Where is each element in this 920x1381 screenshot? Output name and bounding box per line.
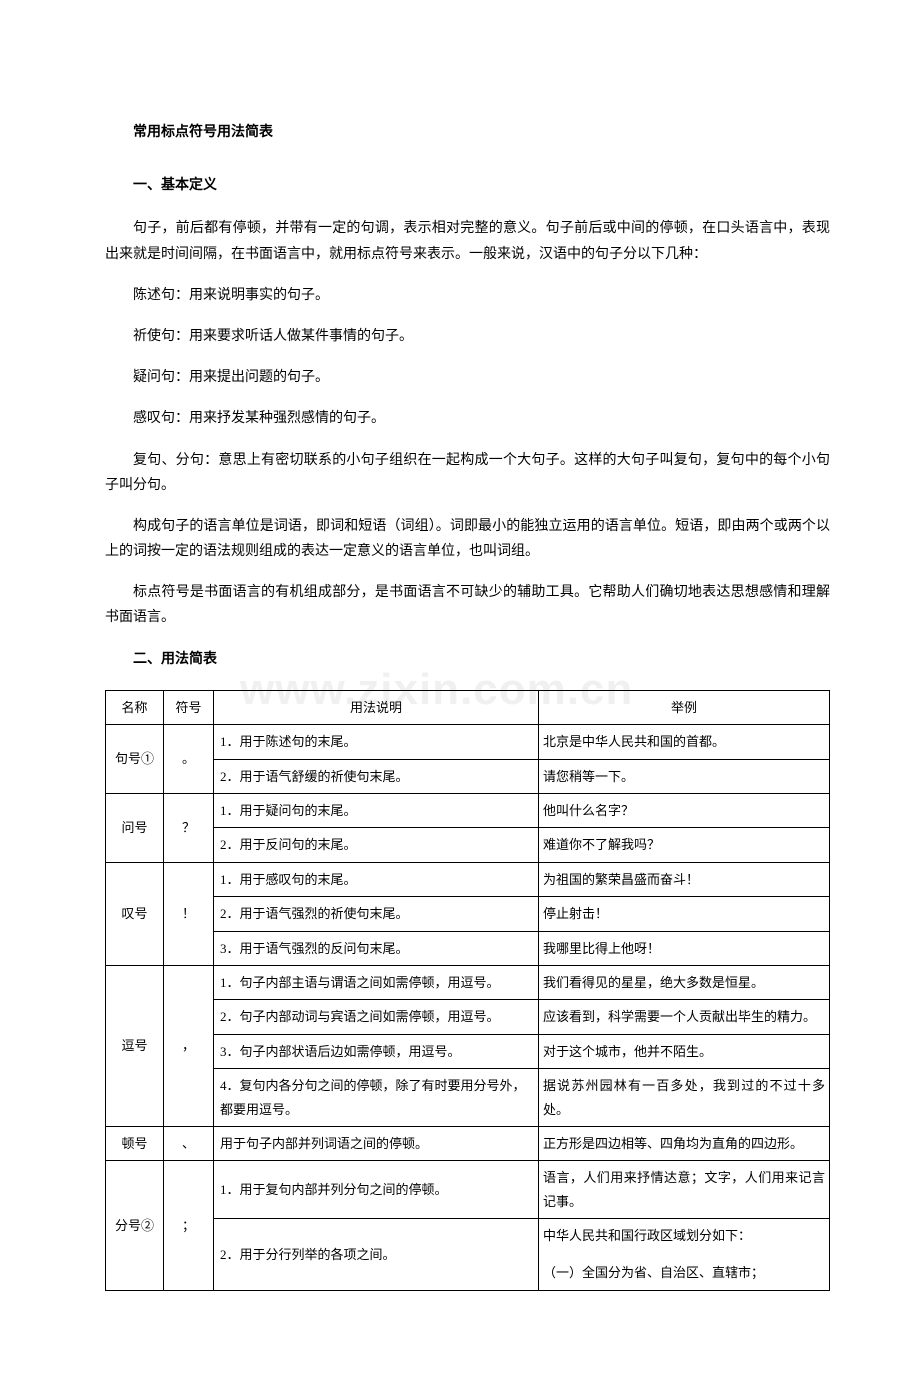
usage-cell: 3．用于语气强烈的反问句末尾。 xyxy=(214,931,539,965)
usage-cell: 1．用于疑问句的末尾。 xyxy=(214,793,539,827)
punct-symbol-cell: 、 xyxy=(164,1126,214,1160)
punct-name-cell: 顿号 xyxy=(106,1126,164,1160)
usage-cell: 2．用于分行列举的各项之间。 xyxy=(214,1219,539,1291)
document-title: 常用标点符号用法简表 xyxy=(105,120,830,145)
table-row: 2．用于反问句的末尾。难道你不了解我吗？ xyxy=(106,828,830,862)
punct-symbol-cell: ！ xyxy=(164,862,214,965)
punct-name-cell: 句号① xyxy=(106,725,164,794)
usage-cell: 2．用于语气舒缓的祈使句末尾。 xyxy=(214,759,539,793)
paragraph: 疑问句：用来提出问题的句子。 xyxy=(105,365,830,390)
punct-symbol-cell: ？ xyxy=(164,793,214,862)
table-row: 4．复句内各分句之间的停顿，除了有时要用分号外，都要用逗号。据说苏州园林有一百多… xyxy=(106,1069,830,1127)
paragraph: 复句、分句：意思上有密切联系的小句子组织在一起构成一个大句子。这样的大句子叫复句… xyxy=(105,448,830,498)
table-row: 叹号！1．用于感叹句的末尾。为祖国的繁荣昌盛而奋斗！ xyxy=(106,862,830,896)
table-row: 2．用于语气强烈的祈使句末尾。停止射击！ xyxy=(106,897,830,931)
table-row: 顿号、用于句子内部并列词语之间的停顿。正方形是四边相等、四角均为直角的四边形。 xyxy=(106,1126,830,1160)
table-row: 3．用于语气强烈的反问句末尾。我哪里比得上他呀！ xyxy=(106,931,830,965)
usage-cell: 1．用于陈述句的末尾。 xyxy=(214,725,539,759)
table-row: 逗号，1．句子内部主语与谓语之间如需停顿，用逗号。我们看得见的星星，绝大多数是恒… xyxy=(106,965,830,999)
punct-name-cell: 叹号 xyxy=(106,862,164,965)
example-cell: 停止射击！ xyxy=(539,897,830,931)
example-cell: 请您稍等一下。 xyxy=(539,759,830,793)
punct-symbol-cell: ； xyxy=(164,1161,214,1291)
usage-cell: 4．复句内各分句之间的停顿，除了有时要用分号外，都要用逗号。 xyxy=(214,1069,539,1127)
table-row: 2．用于分行列举的各项之间。中华人民共和国行政区域划分如下：（一）全国分为省、自… xyxy=(106,1219,830,1291)
punct-symbol-cell: ， xyxy=(164,965,214,1126)
table-row: 问号？1．用于疑问句的末尾。他叫什么名字？ xyxy=(106,793,830,827)
usage-cell: 1．用于复句内部并列分句之间的停顿。 xyxy=(214,1161,539,1219)
usage-cell: 用于句子内部并列词语之间的停顿。 xyxy=(214,1126,539,1160)
punctuation-table: 名称 符号 用法说明 举例 句号①。1．用于陈述句的末尾。北京是中华人民共和国的… xyxy=(105,690,830,1291)
example-cell: 据说苏州园林有一百多处，我到过的不过十多处。 xyxy=(539,1069,830,1127)
th-symbol: 符号 xyxy=(164,690,214,724)
punct-symbol-cell: 。 xyxy=(164,725,214,794)
punct-name-cell: 逗号 xyxy=(106,965,164,1126)
example-cell: 难道你不了解我吗？ xyxy=(539,828,830,862)
example-cell: 正方形是四边相等、四角均为直角的四边形。 xyxy=(539,1126,830,1160)
table-row: 2．句子内部动词与宾语之间如需停顿，用逗号。应该看到，科学需要一个人贡献出毕生的… xyxy=(106,1000,830,1034)
paragraph: 祈使句：用来要求听话人做某件事情的句子。 xyxy=(105,324,830,349)
example-cell: 应该看到，科学需要一个人贡献出毕生的精力。 xyxy=(539,1000,830,1034)
table-row: 3．句子内部状语后边如需停顿，用逗号。对于这个城市，他并不陌生。 xyxy=(106,1034,830,1068)
section-1-heading: 一、基本定义 xyxy=(105,173,830,198)
usage-cell: 1．用于感叹句的末尾。 xyxy=(214,862,539,896)
paragraph: 陈述句：用来说明事实的句子。 xyxy=(105,283,830,308)
example-cell: 北京是中华人民共和国的首都。 xyxy=(539,725,830,759)
example-cell: 对于这个城市，他并不陌生。 xyxy=(539,1034,830,1068)
paragraph: 构成句子的语言单位是词语，即词和短语（词组）。词即最小的能独立运用的语言单位。短… xyxy=(105,514,830,564)
paragraph: 感叹句：用来抒发某种强烈感情的句子。 xyxy=(105,406,830,431)
table-row: 2．用于语气舒缓的祈使句末尾。请您稍等一下。 xyxy=(106,759,830,793)
usage-cell: 2．用于语气强烈的祈使句末尾。 xyxy=(214,897,539,931)
example-cell: 我们看得见的星星，绝大多数是恒星。 xyxy=(539,965,830,999)
usage-cell: 3．句子内部状语后边如需停顿，用逗号。 xyxy=(214,1034,539,1068)
usage-cell: 2．用于反问句的末尾。 xyxy=(214,828,539,862)
example-cell: 语言，人们用来抒情达意；文字，人们用来记言记事。 xyxy=(539,1161,830,1219)
th-example: 举例 xyxy=(539,690,830,724)
punct-name-cell: 问号 xyxy=(106,793,164,862)
usage-cell: 1．句子内部主语与谓语之间如需停顿，用逗号。 xyxy=(214,965,539,999)
punct-name-cell: 分号② xyxy=(106,1161,164,1291)
table-row: 句号①。1．用于陈述句的末尾。北京是中华人民共和国的首都。 xyxy=(106,725,830,759)
th-usage: 用法说明 xyxy=(214,690,539,724)
example-cell: 中华人民共和国行政区域划分如下：（一）全国分为省、自治区、直辖市； xyxy=(539,1219,830,1291)
usage-cell: 2．句子内部动词与宾语之间如需停顿，用逗号。 xyxy=(214,1000,539,1034)
example-cell: 为祖国的繁荣昌盛而奋斗！ xyxy=(539,862,830,896)
paragraph: 标点符号是书面语言的有机组成部分，是书面语言不可缺少的辅助工具。它帮助人们确切地… xyxy=(105,580,830,630)
table-header-row: 名称 符号 用法说明 举例 xyxy=(106,690,830,724)
example-cell: 我哪里比得上他呀！ xyxy=(539,931,830,965)
example-cell: 他叫什么名字？ xyxy=(539,793,830,827)
th-name: 名称 xyxy=(106,690,164,724)
section-2-heading: 二、用法简表 xyxy=(105,647,830,672)
table-row: 分号②；1．用于复句内部并列分句之间的停顿。语言，人们用来抒情达意；文字，人们用… xyxy=(106,1161,830,1219)
paragraph: 句子，前后都有停顿，并带有一定的句调，表示相对完整的意义。句子前后或中间的停顿，… xyxy=(105,216,830,266)
